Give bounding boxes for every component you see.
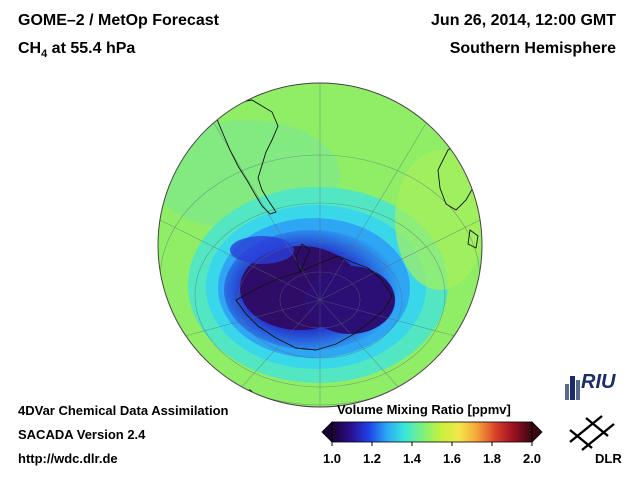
species-label: CH4 at 55.4 hPa (18, 40, 136, 60)
colorbar-title: Volume Mixing Ratio [ppmv] (337, 402, 511, 417)
product-title: GOME–2 / MetOp Forecast (18, 12, 219, 29)
footer-version: SACADA Version 2.4 (18, 427, 146, 442)
inner-blue-patch (230, 236, 294, 264)
species-subscript: 4 (41, 48, 48, 60)
colorbar-tick-label: 1.6 (442, 451, 462, 466)
colorbar-tick-label: 1.8 (482, 451, 502, 466)
colorbar (321, 421, 543, 446)
footer-assimilation: 4DVar Chemical Data Assimilation (18, 403, 229, 418)
colorbar-gradient (331, 421, 533, 443)
riu-logo-icon (565, 376, 580, 400)
colorbar-tick-label: 1.4 (402, 451, 422, 466)
right-green-band (395, 150, 482, 290)
globe-outline (157, 82, 483, 408)
footer-url: http://wdc.dlr.de (18, 451, 118, 466)
dlr-logo-text: DLR (595, 451, 622, 466)
region-label: Southern Hemisphere (449, 40, 616, 57)
colorbar-low-arrow (321, 421, 333, 443)
dlr-logo-icon (569, 415, 615, 451)
colorbar-high-arrow (531, 421, 543, 443)
core-extension (305, 266, 395, 334)
globe-field (158, 83, 482, 407)
colorbar-tick-label: 1.0 (322, 451, 342, 466)
datetime-label: Jun 26, 2014, 12:00 GMT (431, 12, 616, 29)
colorbar-tick-label: 1.2 (362, 451, 382, 466)
riu-logo-text: RIU (581, 371, 616, 393)
colorbar-tick-label: 2.0 (522, 451, 542, 466)
species-prefix: CH (18, 40, 42, 57)
species-suffix: at 55.4 hPa (47, 40, 136, 57)
graticule (159, 83, 481, 407)
